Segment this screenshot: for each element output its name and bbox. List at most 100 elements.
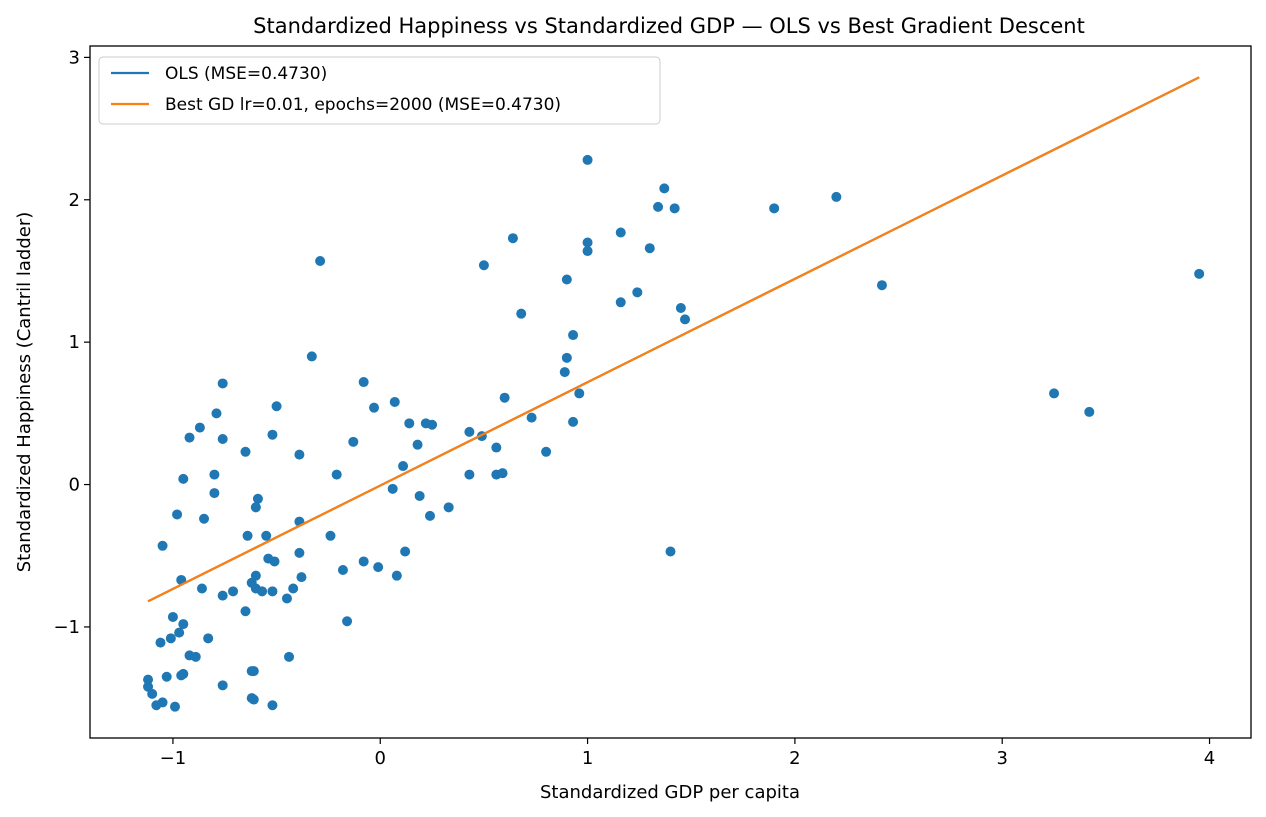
data-point [178,619,189,630]
data-point [331,469,342,480]
data-point [157,540,168,551]
data-point [358,556,369,567]
data-point [288,583,299,594]
x-axis-ticks: −1 0 1 2 3 4 [160,738,1215,769]
data-point [478,260,489,271]
y-tick-label: 2 [69,190,80,211]
data-point [659,183,670,194]
data-point [769,203,780,214]
data-point [464,426,475,437]
data-point [412,439,423,450]
regression-lines [147,76,1200,603]
chart-title: Standardized Happiness vs Standardized G… [253,14,1085,38]
data-point [644,243,655,254]
data-point [155,637,166,648]
data-point [294,449,305,460]
data-point [632,287,643,298]
data-point [240,606,251,617]
data-point [400,546,411,557]
y-axis-ticks: −1 0 1 2 3 [53,47,90,638]
x-tick-label: 4 [1204,748,1215,769]
data-point [151,700,162,711]
data-point [267,586,278,597]
data-point [425,510,436,521]
data-point [190,651,201,662]
data-point [1049,388,1060,399]
data-point [217,433,228,444]
data-point [172,509,183,520]
data-point [342,616,353,627]
legend-label-ols: OLS (MSE=0.4730) [165,64,327,84]
data-point [184,432,195,443]
data-point [242,530,253,541]
data-point [176,670,187,681]
data-point [615,227,626,238]
data-point [499,392,510,403]
data-point [391,570,402,581]
data-point [306,351,317,362]
data-point [147,688,158,699]
data-point [267,700,278,711]
data-point [174,627,185,638]
data-point [568,416,579,427]
data-point [389,396,400,407]
data-point [196,583,207,594]
data-point [217,680,228,691]
data-point [665,546,676,557]
data-point [257,586,268,597]
data-point [315,256,326,267]
data-point [211,408,222,419]
data-point [582,246,593,257]
data-point [337,564,348,575]
data-point [209,469,220,480]
data-point [582,237,593,248]
y-tick-label: 3 [69,47,80,68]
x-tick-label: 0 [375,748,386,769]
data-point [404,418,415,429]
data-point [281,593,292,604]
data-point [464,469,475,480]
data-point [615,297,626,308]
y-tick-label: 1 [69,332,80,353]
x-axis-label: Standardized GDP per capita [540,782,800,803]
data-point [178,473,189,484]
data-point [507,233,518,244]
gd-line [147,76,1200,603]
legend: OLS (MSE=0.4730) Best GD lr=0.01, epochs… [98,56,661,125]
data-point [271,401,282,412]
data-point [143,674,154,685]
data-point [414,490,425,501]
data-point [526,412,537,423]
data-point [199,513,210,524]
data-point [669,203,680,214]
legend-label-gd: Best GD lr=0.01, epochs=2000 (MSE=0.4730… [165,95,561,115]
x-tick-label: 2 [789,748,800,769]
data-point [252,493,263,504]
data-point [582,154,593,165]
x-tick-label: 3 [996,748,1007,769]
data-point [653,201,664,212]
scatter-points [143,154,1205,712]
data-point [541,446,552,457]
data-point [568,330,579,341]
data-point [217,378,228,389]
data-point [373,562,384,573]
data-point [574,388,585,399]
data-point [491,442,502,453]
data-point [559,367,570,378]
data-point [269,556,280,567]
data-point [194,422,205,433]
data-point [228,586,239,597]
data-point [1194,268,1205,279]
data-point [296,572,307,583]
y-axis-label: Standardized Happiness (Cantril ladder) [14,212,35,573]
y-tick-label: −1 [53,617,80,638]
data-point [165,633,176,644]
data-point [203,633,214,644]
legend-box [98,56,661,125]
data-point [675,302,686,313]
data-point [876,280,887,291]
data-point [561,352,572,363]
